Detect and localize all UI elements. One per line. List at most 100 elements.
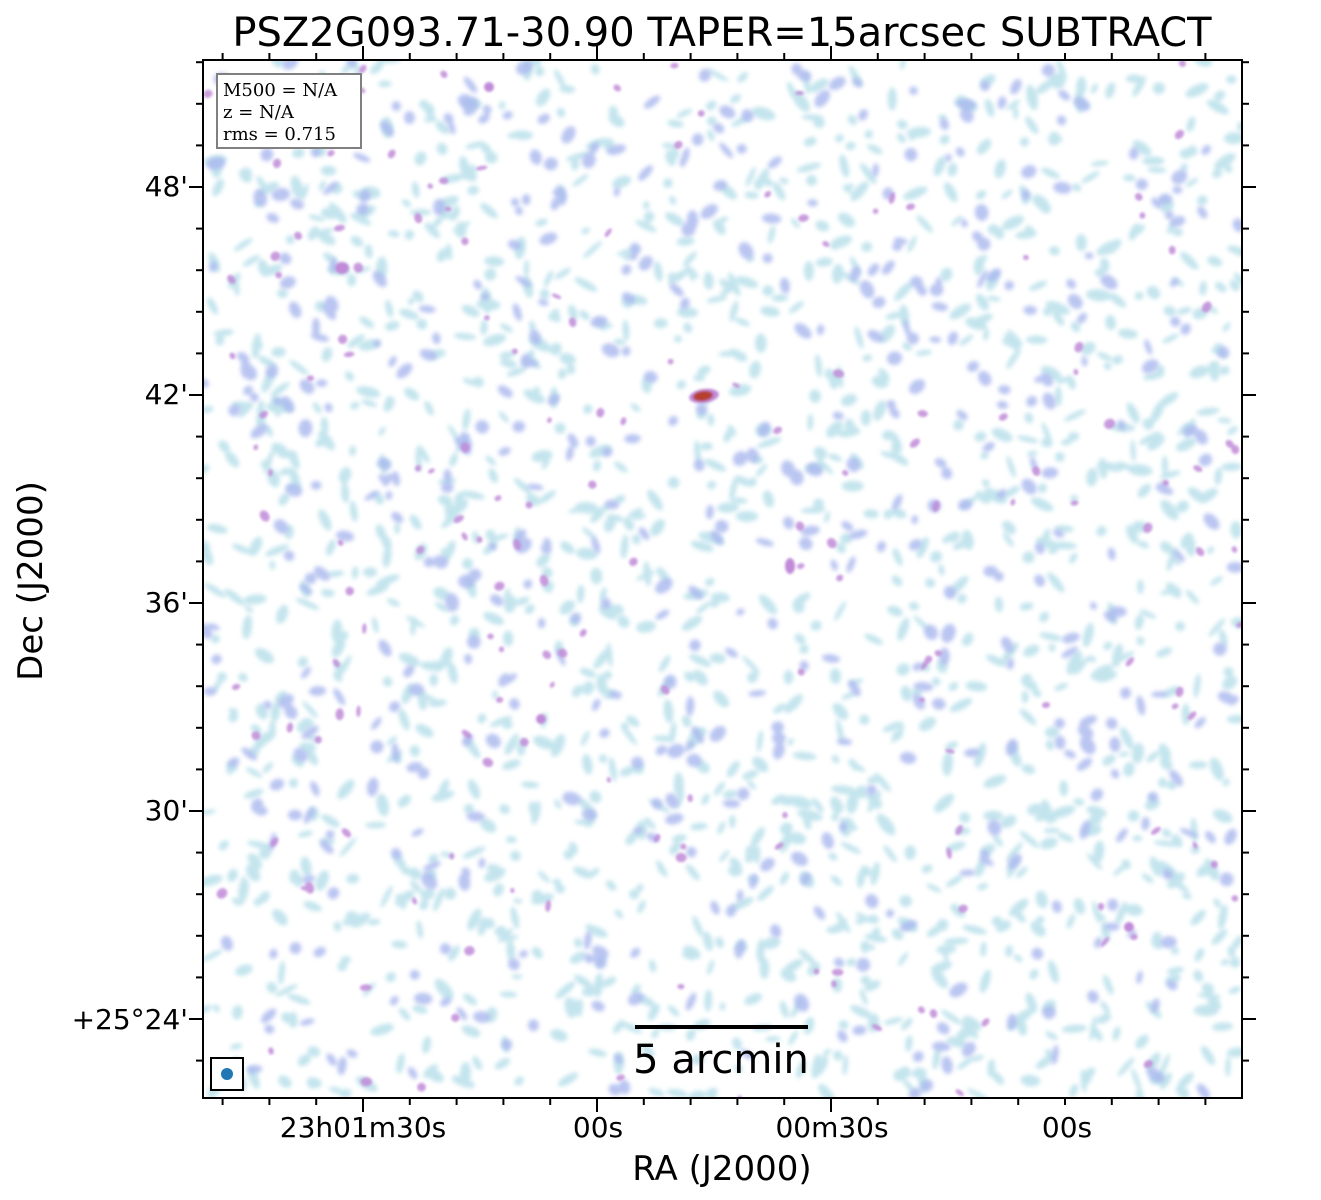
noise-knot (736, 889, 744, 902)
noise-blob (574, 974, 593, 989)
noise-blob (812, 498, 825, 511)
noise-blob (788, 301, 804, 314)
noise-blob (460, 490, 485, 500)
noise-blob (398, 1007, 411, 1021)
noise-knot (409, 969, 420, 980)
noise-blob (883, 509, 893, 520)
noise-knot (904, 147, 918, 162)
noise-blob (838, 427, 861, 438)
noise-blob (676, 108, 693, 118)
noise-blob (749, 360, 761, 379)
noise-knot (789, 469, 804, 486)
noise-blob (1229, 957, 1241, 968)
noise-knot (1084, 252, 1094, 260)
bright-knot (335, 262, 349, 274)
noise-blob (317, 231, 336, 246)
noise-blob (554, 422, 566, 434)
noise-blob (432, 216, 443, 228)
noise-blob (271, 347, 286, 358)
noise-blob (383, 395, 392, 411)
noise-blob (531, 450, 553, 463)
noise-blob (901, 1017, 913, 1031)
noise-blob (320, 588, 335, 598)
x-tick-label: 00m30s (775, 1111, 888, 1144)
noise-blob (891, 928, 904, 940)
noise-blob (327, 570, 345, 578)
noise-knot (485, 733, 501, 749)
noise-knot (253, 189, 268, 207)
noise-blob (568, 842, 578, 855)
noise-knot (959, 107, 974, 123)
noise-peak (1162, 479, 1169, 486)
noise-knot (279, 252, 292, 265)
noise-knot (705, 504, 714, 520)
noise-knot (507, 958, 520, 971)
noise-blob (589, 867, 600, 877)
noise-blob (215, 335, 225, 346)
noise-blob (449, 205, 460, 222)
noise-knot (433, 198, 446, 216)
noise-knot (461, 867, 471, 878)
noise-knot (537, 617, 546, 629)
noise-blob (908, 602, 920, 611)
noise-knot (931, 302, 949, 312)
noise-blob (378, 426, 386, 436)
noise-knot (323, 181, 338, 195)
noise-knot (1041, 467, 1059, 479)
noise-blob (428, 853, 439, 864)
noise-blob (899, 895, 912, 908)
noise-knot (949, 982, 968, 998)
noise-blob (806, 174, 818, 186)
noise-blob (706, 116, 717, 126)
noise-blob (832, 702, 849, 720)
noise-blob (452, 498, 468, 514)
noise-knot (443, 469, 452, 483)
noise-knot (285, 483, 303, 497)
noise-knot (473, 279, 483, 290)
noise-blob (605, 880, 617, 891)
noise-blob (359, 316, 375, 329)
noise-blob (994, 596, 1004, 613)
noise-blob (697, 365, 711, 377)
noise-knot (746, 447, 759, 464)
noise-blob (514, 1076, 524, 1086)
noise-blob (1230, 935, 1242, 951)
noise-blob (395, 893, 407, 910)
noise-knot (987, 819, 1002, 836)
noise-knot (391, 101, 402, 112)
noise-knot (797, 70, 812, 82)
noise-blob (1061, 1024, 1088, 1033)
noise-blob (807, 413, 814, 431)
noise-knot (261, 1008, 277, 1024)
noise-blob (303, 901, 322, 912)
noise-knot (838, 821, 848, 832)
noise-blob (338, 467, 352, 484)
noise-knot (722, 799, 741, 808)
noise-blob (1159, 1072, 1172, 1090)
noise-peak (1100, 937, 1110, 947)
noise-blob (531, 889, 543, 902)
noise-blob (560, 541, 575, 554)
noise-blob (676, 307, 699, 318)
noise-blob (539, 288, 550, 300)
noise-blob (510, 906, 520, 930)
noise-blob (944, 741, 959, 751)
noise-knot (947, 331, 959, 346)
noise-blob (940, 267, 953, 282)
noise-blob (948, 531, 960, 543)
noise-blob (494, 1057, 511, 1070)
noise-blob (1051, 78, 1066, 89)
noise-blob (1086, 655, 1097, 663)
noise-blob (709, 653, 726, 664)
noise-blob (579, 310, 590, 321)
noise-blob (513, 898, 523, 904)
noise-knot (977, 269, 988, 289)
noise-knot (478, 113, 490, 124)
noise-blob (557, 368, 567, 380)
noise-blob (228, 708, 239, 714)
noise-blob (1012, 1008, 1034, 1025)
noise-blob (945, 874, 964, 888)
noise-blob (419, 899, 429, 911)
noise-blob (623, 517, 635, 531)
noise-knot (1079, 820, 1091, 840)
